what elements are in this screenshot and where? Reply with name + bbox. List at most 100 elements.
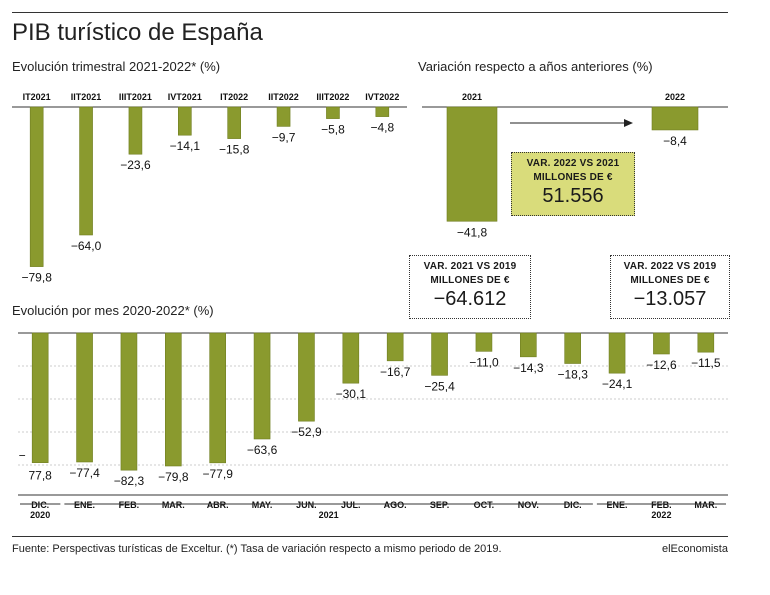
year-label: 2022 — [651, 510, 671, 520]
tick-label: MAR. — [694, 500, 717, 510]
bar — [326, 106, 340, 119]
var-2022-2019-note: VAR. 2022 VS 2019 MILLONES DE € −13.057 — [610, 255, 730, 319]
data-label: −64,0 — [71, 239, 102, 253]
data-label: −18,3 — [558, 368, 589, 382]
bar — [375, 106, 390, 117]
data-label: −11,0 — [469, 355, 499, 369]
data-label: −12,6 — [646, 358, 677, 372]
tick-label: 2022 — [665, 92, 685, 102]
data-label: −77,4 — [69, 466, 100, 480]
quarterly-chart: IT2021 −79,8 IIT2021 −64,0 IIIT2021 −23,6 IVT2… — [12, 92, 407, 285]
note-value: −64.612 — [433, 288, 507, 310]
tick-label: IIT2022 — [268, 92, 299, 102]
bar — [253, 332, 271, 440]
tick-label: SEP. — [430, 500, 449, 510]
monthly-subtitle: Evolución por mes 2020-2022* (%) — [12, 303, 214, 318]
data-label: −52,9 — [291, 425, 322, 439]
data-label: −30,1 — [336, 387, 367, 401]
bar — [651, 106, 699, 131]
tick-label: ABR. — [207, 500, 229, 510]
data-label: −16,7 — [380, 365, 411, 379]
data-label: −41,8 — [457, 225, 488, 239]
bar — [209, 332, 226, 464]
data-label: −4,8 — [370, 121, 394, 135]
bar — [564, 332, 581, 364]
bar — [342, 332, 360, 384]
quarterly-subtitle: Evolución trimestral 2021-2022* (%) — [12, 59, 221, 74]
tick-label: JUL. — [341, 500, 361, 510]
page-title: PIB turístico de España — [12, 19, 263, 46]
tick-label: ENE. — [74, 500, 95, 510]
bar — [276, 106, 291, 127]
tick-label: IVT2021 — [168, 92, 202, 102]
tick-label: IIT2021 — [71, 92, 102, 102]
note-label-1: VAR. 2022 VS 2019 — [623, 261, 717, 272]
bar — [386, 332, 404, 362]
tick-label: MAY. — [252, 500, 273, 510]
data-label: −5,8 — [321, 123, 345, 137]
year-label: 2020 — [30, 510, 50, 520]
tick-label: DIC. — [31, 500, 49, 510]
monthly-chart: −77,8 DIC. −77,4 ENE. −82,3 FEB. −79,8 MAR. −77,… — [18, 332, 728, 520]
tick-label: 2021 — [462, 92, 482, 102]
top-rule — [12, 12, 728, 13]
bar — [227, 106, 241, 139]
var-2022-2021-note: VAR. 2022 VS 2021 MILLONES DE € 51.556 — [511, 152, 635, 216]
data-label: −24,1 — [602, 377, 633, 391]
note-label-2: MILLONES DE € — [533, 172, 613, 183]
note-label-1: VAR. 2021 VS 2019 — [423, 261, 517, 272]
bar — [31, 332, 49, 463]
tick-label: JUN. — [296, 500, 317, 510]
var-2021-2019-note: VAR. 2021 VS 2019 MILLONES DE € −64.612 — [409, 255, 531, 319]
source-note: Fuente: Perspectivas turísticas de Excel… — [12, 543, 502, 555]
data-label: −63,6 — [247, 443, 278, 457]
tick-label: OCT. — [474, 500, 495, 510]
tick-label: IT2022 — [220, 92, 248, 102]
tick-label: NOV. — [518, 500, 539, 510]
tick-label: DIC. — [564, 500, 582, 510]
note-value: −13.057 — [633, 288, 707, 310]
note-value: 51.556 — [542, 185, 604, 207]
footer-rule — [12, 536, 728, 537]
bar — [520, 332, 537, 358]
bar — [653, 332, 670, 355]
data-label: −79,8 — [158, 470, 189, 484]
brand-logo: elEconomista — [661, 543, 728, 555]
note-label-1: VAR. 2022 VS 2021 — [526, 158, 620, 169]
data-label: −23,6 — [120, 158, 151, 172]
bar — [120, 332, 138, 471]
tick-label: FEB. — [651, 500, 672, 510]
data-label: −11,5 — [691, 356, 721, 370]
tick-label: IIIT2021 — [119, 92, 152, 102]
tick-label: MAR. — [162, 500, 185, 510]
year-label: 2021 — [319, 510, 339, 520]
tick-label: ENE. — [607, 500, 628, 510]
data-label: −77,8 — [19, 449, 53, 483]
bar — [79, 106, 93, 236]
data-label: −14,3 — [513, 361, 544, 375]
data-label: −15,8 — [219, 143, 250, 157]
data-label: −25,4 — [424, 379, 455, 393]
bar — [446, 106, 498, 222]
data-label: −82,3 — [114, 474, 145, 488]
tick-label: AGO. — [384, 500, 407, 510]
tick-label: FEB. — [119, 500, 140, 510]
bar — [76, 332, 93, 463]
data-label: −14,1 — [170, 139, 201, 153]
data-label: −79,8 — [22, 271, 53, 285]
variation-chart: 2021 −41,8 2022 −8,4 — [422, 92, 728, 239]
bar — [431, 332, 448, 376]
data-label: −77,9 — [203, 467, 234, 481]
tick-label: IIIT2022 — [316, 92, 349, 102]
bar — [128, 106, 143, 155]
note-label-2: MILLONES DE € — [630, 275, 710, 286]
bar — [29, 106, 44, 267]
arrow-head-icon — [624, 119, 633, 127]
bar — [178, 106, 192, 136]
data-label: −8,4 — [663, 134, 687, 148]
note-label-2: MILLONES DE € — [430, 275, 510, 286]
bar — [608, 332, 626, 374]
bar — [475, 332, 493, 352]
data-label: −9,7 — [272, 130, 296, 144]
bar — [697, 332, 715, 353]
